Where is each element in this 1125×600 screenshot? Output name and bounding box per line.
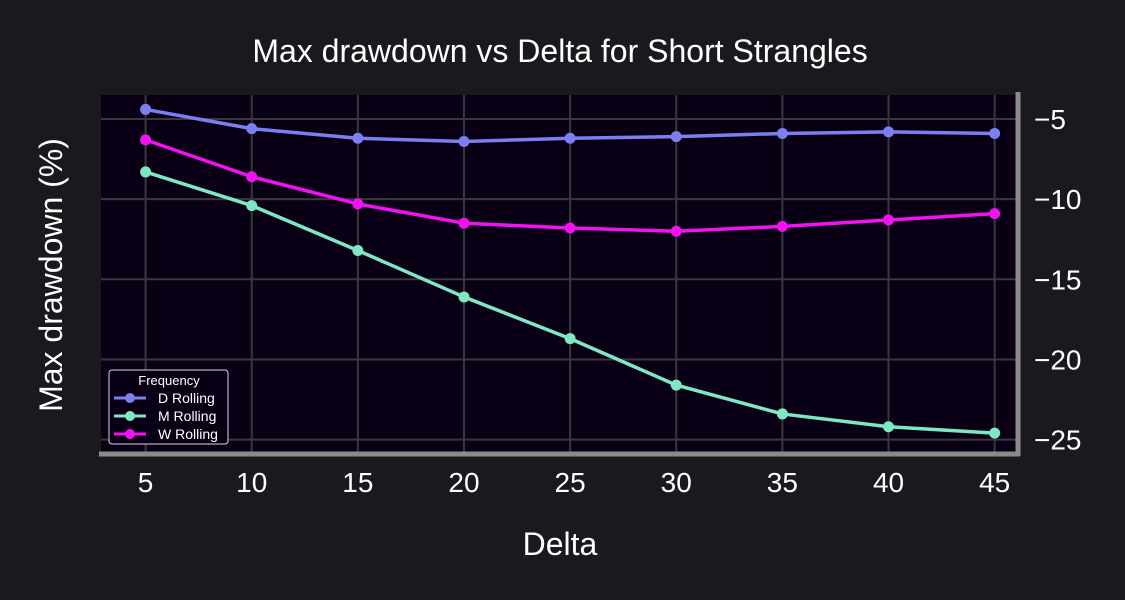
legend-label-d-rolling: D Rolling <box>158 390 215 406</box>
data-point-w-rolling <box>458 217 470 229</box>
y-tick-label: −20 <box>1034 344 1082 375</box>
legend-title: Frequency <box>138 373 200 388</box>
data-point-m-rolling <box>246 200 258 212</box>
data-point-w-rolling <box>883 214 895 226</box>
x-tick-label: 40 <box>873 467 904 498</box>
data-point-w-rolling <box>352 198 364 210</box>
y-tick-label: −10 <box>1034 184 1082 215</box>
x-tick-label: 5 <box>138 467 154 498</box>
data-point-d-rolling <box>352 132 364 144</box>
data-point-m-rolling <box>989 427 1001 439</box>
x-tick-label: 30 <box>661 467 692 498</box>
data-point-w-rolling <box>564 222 576 234</box>
x-tick-label: 25 <box>555 467 586 498</box>
data-point-w-rolling <box>670 225 682 237</box>
data-point-m-rolling <box>458 291 470 303</box>
data-point-d-rolling <box>564 132 576 144</box>
data-point-d-rolling <box>670 131 682 143</box>
data-point-m-rolling <box>776 408 788 420</box>
data-point-m-rolling <box>670 379 682 391</box>
x-tick-label: 15 <box>342 467 373 498</box>
data-point-m-rolling <box>352 244 364 256</box>
y-axis-label: Max drawdown (%) <box>33 138 69 412</box>
y-tick-label: −15 <box>1034 264 1082 295</box>
data-point-w-rolling <box>989 208 1001 220</box>
data-point-d-rolling <box>246 123 258 135</box>
x-tick-label: 45 <box>979 467 1010 498</box>
legend-label-m-rolling: M Rolling <box>158 408 216 424</box>
data-point-w-rolling <box>246 171 258 183</box>
data-point-d-rolling <box>776 127 788 139</box>
x-tick-label: 20 <box>448 467 479 498</box>
y-tick-label: −5 <box>1034 104 1066 135</box>
legend-marker-m-rolling <box>125 411 135 421</box>
data-point-m-rolling <box>564 333 576 345</box>
data-point-w-rolling <box>776 220 788 232</box>
legend-label-w-rolling: W Rolling <box>158 426 218 442</box>
data-point-d-rolling <box>883 126 895 138</box>
data-point-m-rolling <box>140 166 152 178</box>
legend: Frequency D Rolling M Rolling W Rolling <box>108 369 229 445</box>
y-axis-ticks: −5 −10 −15 −20 −25 <box>1034 104 1082 456</box>
y-tick-label: −25 <box>1034 425 1082 456</box>
x-tick-label: 10 <box>236 467 267 498</box>
data-point-m-rolling <box>883 421 895 433</box>
series-layer <box>140 103 1001 439</box>
data-point-d-rolling <box>458 135 470 147</box>
legend-marker-w-rolling <box>125 429 135 439</box>
legend-box <box>108 369 229 445</box>
grid <box>101 95 1018 454</box>
data-point-d-rolling <box>989 127 1001 139</box>
x-axis-label: Delta <box>523 526 598 562</box>
data-point-w-rolling <box>140 134 152 146</box>
data-point-d-rolling <box>140 103 152 115</box>
plot-area <box>101 95 1018 454</box>
legend-marker-d-rolling <box>125 393 135 403</box>
x-axis-ticks: 5 10 15 20 25 30 35 40 45 <box>138 467 1010 498</box>
x-tick-label: 35 <box>767 467 798 498</box>
chart-title: Max drawdown vs Delta for Short Strangle… <box>252 33 867 69</box>
